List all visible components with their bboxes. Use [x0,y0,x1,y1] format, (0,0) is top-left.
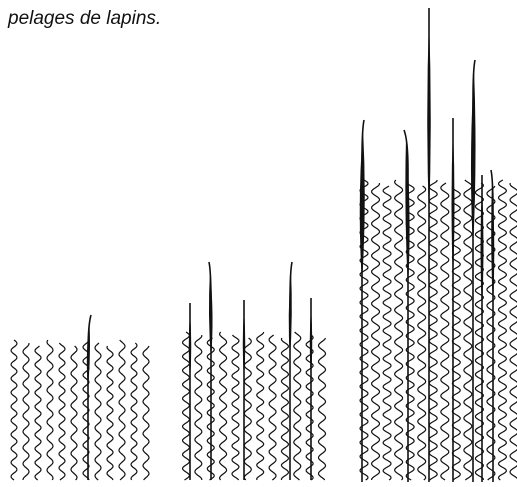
underfur-hair [428,179,438,481]
guard-hair-spindle [491,178,495,311]
underfur-hair [106,345,114,481]
guard-hair-spindle [405,138,410,289]
underfur-hair [34,345,42,481]
underfur-hair [280,337,290,481]
underfur-hair [486,185,496,481]
guard-hair-spindle [188,311,192,383]
underfur-hair [497,179,508,481]
underfur-hair [474,182,484,480]
underfur-hair [130,342,138,481]
guard-hair-spindle [427,16,431,222]
underfur-hair [463,179,473,481]
guard-hair-spindle [208,270,213,361]
underfur-hair [417,185,427,481]
underfur-hair [405,182,415,481]
underfur-hair [393,179,404,481]
underfur-hair [440,182,450,481]
underfur-hair [218,331,228,481]
underfur-hair [82,339,90,481]
underfur-hair [305,334,314,481]
underfur-hair [293,331,302,481]
guard-hair-spindle [242,308,246,381]
guard-hair-spindle [470,68,476,250]
underfur-hair [268,334,277,481]
underfur-hair [509,182,517,480]
underfur-hair [370,182,381,481]
guard-hair-spindle [359,128,365,283]
underfur-hair [182,331,190,481]
guard-hair-spindle [480,183,484,314]
underfur-hair [451,185,461,481]
underfur-hair [243,337,252,481]
underfur-hair [118,339,126,481]
underfur-hair [10,339,18,481]
guard-hair-spindle [288,270,292,361]
underfur-hair [94,342,102,481]
underfur-hair [22,342,30,481]
underfur-hair [231,334,240,481]
underfur-hair [70,345,78,481]
underfur-hair [142,345,150,481]
underfur-hair [194,334,203,481]
caption: pelages de lapins. [8,8,162,29]
underfur-hair [317,337,327,481]
underfur-hair [46,339,54,481]
underfur-hair [382,185,392,481]
guard-hair-spindle [451,126,455,282]
underfur-hair [256,331,265,481]
guard-hair-spindle [309,306,313,380]
underfur-hair [58,342,66,481]
guard-hair-spindle [86,323,90,390]
